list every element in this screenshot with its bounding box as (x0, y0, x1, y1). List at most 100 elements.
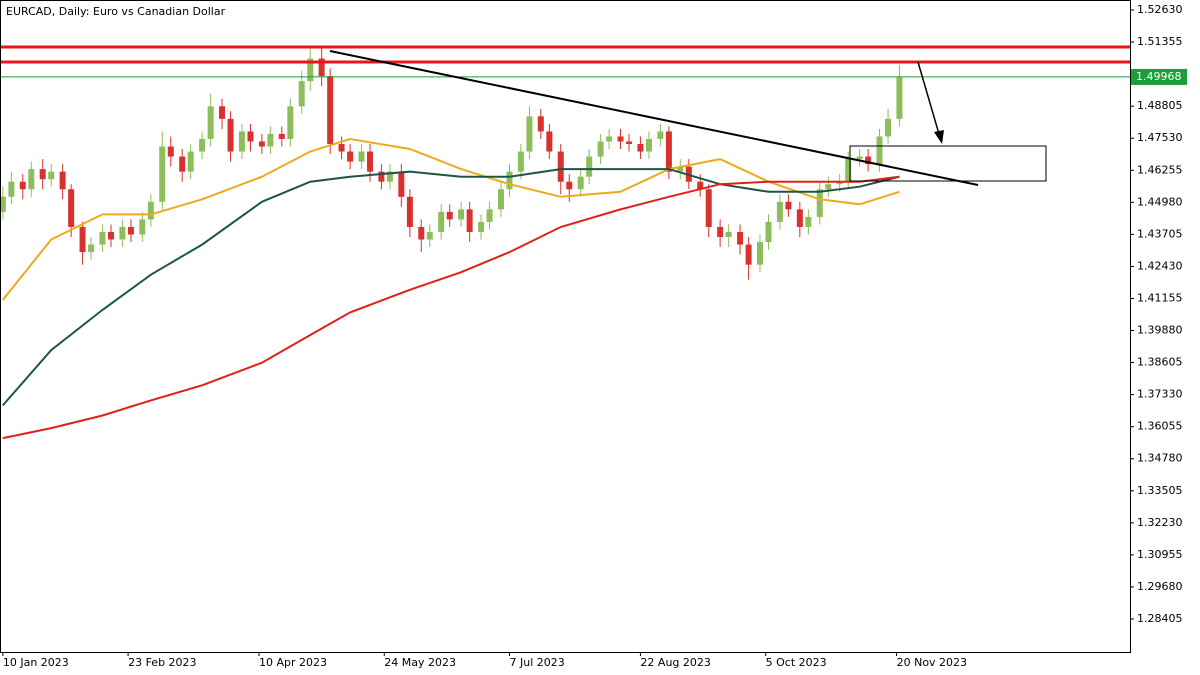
candle-body (39, 169, 46, 180)
candle-body (88, 244, 95, 253)
candle-body (199, 138, 206, 152)
candle-body (127, 226, 134, 235)
y-tick-label: 1.46255 (1137, 163, 1183, 176)
candle-body (179, 156, 186, 172)
candle-body (19, 181, 26, 190)
y-tick-label: 1.28405 (1137, 612, 1183, 625)
candle-body (577, 176, 584, 190)
candle-body (426, 231, 433, 240)
candle-body (756, 242, 763, 265)
candle-body (705, 189, 712, 227)
candle-body (645, 138, 652, 152)
candle-body (287, 106, 294, 139)
candle-body (517, 151, 524, 172)
candle-body (617, 136, 624, 142)
candle-body (119, 226, 126, 240)
moving-average (2, 175, 900, 440)
candle-body (785, 201, 792, 210)
y-tick-label: 1.52630 (1137, 3, 1183, 16)
x-tick-label: 10 Apr 2023 (259, 656, 327, 669)
candle-body (466, 209, 473, 232)
y-tick-label: 1.39880 (1137, 324, 1183, 337)
candle-body (207, 106, 214, 139)
candle-body (725, 231, 732, 238)
candle-body (606, 136, 613, 142)
last-price-box (1131, 68, 1187, 85)
candle-body (597, 141, 604, 157)
y-tick-label: 1.48805 (1137, 99, 1183, 112)
candle-body (247, 131, 254, 142)
candle-body (885, 118, 892, 137)
candle-body (626, 141, 633, 144)
candle-body (227, 118, 234, 152)
candle-body (805, 216, 812, 227)
candle-body (845, 159, 852, 182)
candle-body (298, 81, 305, 107)
candle-body (338, 143, 345, 152)
candle-body (546, 131, 553, 152)
candle-body (147, 201, 154, 220)
trend-line (329, 50, 979, 186)
candle-body (876, 136, 883, 165)
candle-body (68, 189, 75, 227)
candle-body (537, 116, 544, 132)
candle-body (367, 151, 374, 172)
y-tick-label: 1.38605 (1137, 356, 1183, 369)
candle-body (586, 156, 593, 177)
candle-body (717, 226, 724, 238)
candle-body (566, 181, 573, 190)
x-tick-label: 20 Nov 2023 (897, 656, 967, 669)
candle-body (657, 131, 664, 139)
candle-body (59, 171, 66, 190)
candle-body (865, 156, 872, 165)
x-tick-label: 23 Feb 2023 (128, 656, 196, 669)
candle-body (776, 201, 783, 222)
candle-body (406, 196, 413, 227)
y-tick-label: 1.51355 (1137, 35, 1183, 48)
candle-body (238, 131, 245, 152)
candle-body (665, 131, 672, 172)
candle-body (378, 171, 385, 182)
candle-body (167, 146, 174, 157)
target-box (849, 145, 1047, 182)
candle-body (398, 171, 405, 197)
candle-body (99, 231, 106, 245)
candle-body (318, 58, 325, 77)
candle-body (0, 196, 6, 212)
y-tick-label: 1.32230 (1137, 516, 1183, 529)
candle-body (79, 226, 86, 253)
candle-body (697, 181, 704, 190)
candle-body (8, 181, 15, 197)
y-tick-label: 1.41155 (1137, 291, 1183, 304)
candle-body (526, 116, 533, 152)
candle-body (139, 219, 146, 235)
y-tick-label: 1.30955 (1137, 548, 1183, 561)
x-tick-label: 24 May 2023 (384, 656, 456, 669)
candle-body (278, 133, 285, 139)
chart-title: EURCAD, Daily: Euro vs Canadian Dollar (6, 5, 226, 18)
candle-body (506, 171, 513, 190)
y-tick-label: 1.42430 (1137, 259, 1183, 272)
candle-body (267, 133, 274, 147)
candle-body (438, 211, 445, 232)
arrow-shaft (917, 61, 940, 135)
candle-body (765, 221, 772, 243)
y-tick-label: 1.43705 (1137, 227, 1183, 240)
y-tick-label: 1.34780 (1137, 452, 1183, 465)
y-tick-label: 1.37330 (1137, 388, 1183, 401)
candle-body (796, 209, 803, 227)
candle-body (557, 151, 564, 182)
x-tick-label: 7 Jul 2023 (509, 656, 564, 669)
candle-body (478, 221, 485, 232)
x-tick-label: 22 Aug 2023 (640, 656, 710, 669)
candle-body (446, 211, 453, 220)
candle-body (159, 146, 166, 202)
candle-body (458, 209, 465, 220)
y-tick-label: 1.47530 (1137, 131, 1183, 144)
candle-body (307, 58, 314, 82)
candle-body (258, 141, 265, 147)
candle-body (418, 226, 425, 240)
moving-average (2, 168, 900, 407)
candle-body (386, 171, 393, 182)
